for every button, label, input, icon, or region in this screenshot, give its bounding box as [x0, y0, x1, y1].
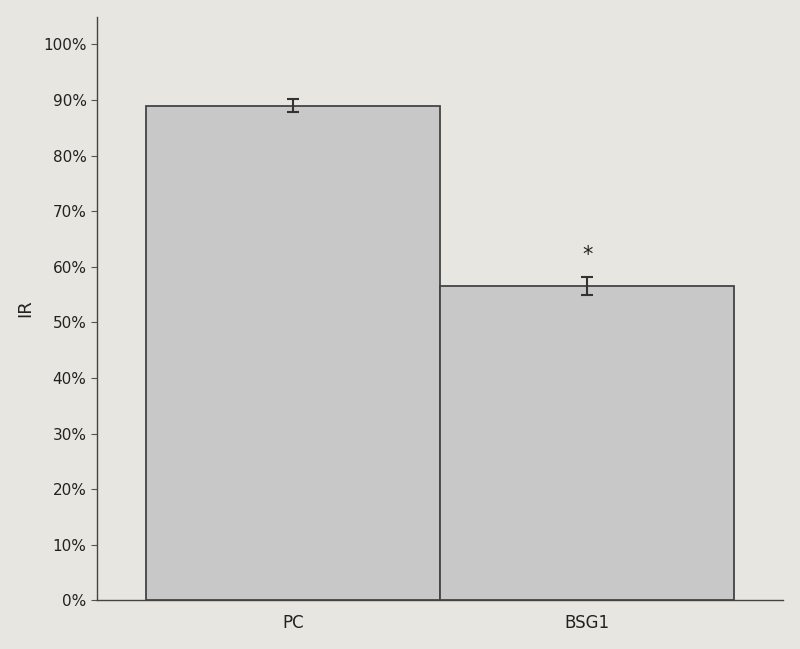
Y-axis label: IR: IR [17, 300, 34, 317]
Text: *: * [582, 245, 593, 265]
Bar [146, 106, 440, 600]
Bar [440, 286, 734, 600]
